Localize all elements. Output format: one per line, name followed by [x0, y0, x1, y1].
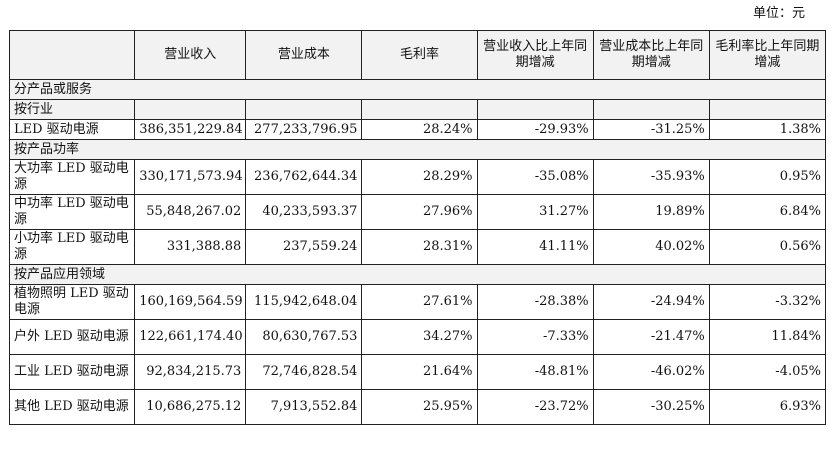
margin-yoy-cell: 0.56% [708, 229, 827, 265]
table-row: 大功率 LED 驱动电源 330,171,573.94 236,762,644.… [8, 159, 827, 195]
row-label: 工业 LED 驱动电源 [8, 354, 136, 390]
section-label: 按产品功率 [9, 139, 826, 160]
revenue-yoy-cell: -7.33% [476, 319, 594, 355]
revenue-yoy-cell: -23.72% [476, 389, 594, 425]
revenue-table: 营业收入 营业成本 毛利率 营业收入比上年同期增减 营业成本比上年同期增减 毛利… [8, 30, 827, 425]
margin-cell: 27.96% [361, 194, 478, 230]
cost-yoy-cell: -21.47% [592, 319, 710, 355]
margin-cell: 27.61% [361, 284, 478, 320]
margin-yoy-cell: 6.93% [708, 389, 827, 425]
margin-cell: 34.27% [361, 319, 478, 355]
section-label: 分产品或服务 [9, 79, 826, 100]
table-row: 中功率 LED 驱动电源 55,848,267.02 40,233,593.37… [8, 194, 827, 230]
margin-cell: 28.31% [361, 229, 478, 265]
margin-cell: 21.64% [361, 354, 478, 390]
cost-cell: 236,762,644.34 [245, 159, 363, 195]
cost-cell: 7,913,552.84 [245, 389, 363, 425]
revenue-cell: 160,169,564.59 [134, 284, 247, 320]
revenue-cell: 55,848,267.02 [134, 194, 247, 230]
cost-cell: 277,233,796.95 [245, 119, 363, 140]
revenue-cell: 122,661,174.40 [134, 319, 247, 355]
cost-yoy-cell: 19.89% [592, 194, 710, 230]
header-gross-margin: 毛利率 [361, 30, 478, 80]
margin-cell: 28.24% [361, 119, 478, 140]
cost-yoy-cell: -46.02% [592, 354, 710, 390]
row-label: 中功率 LED 驱动电源 [8, 194, 136, 230]
cost-yoy-cell: -31.25% [592, 119, 710, 140]
row-label: 小功率 LED 驱动电源 [8, 229, 136, 265]
unit-label: 单位：元 [752, 6, 805, 21]
section-row: 按产品应用领域 [9, 264, 826, 285]
margin-yoy-cell: 11.84% [708, 319, 827, 355]
header-margin-yoy: 毛利率比上年同期增减 [708, 30, 827, 80]
section-label: 按产品应用领域 [9, 264, 826, 285]
revenue-cell: 10,686,275.12 [134, 389, 247, 425]
table-row: 植物照明 LED 驱动电源 160,169,564.59 115,942,648… [8, 284, 827, 320]
header-revenue: 营业收入 [134, 30, 247, 80]
revenue-yoy-cell: -28.38% [476, 284, 594, 320]
table-row: LED 驱动电源 386,351,229.84 277,233,796.95 2… [8, 119, 827, 140]
revenue-yoy-cell: -35.08% [476, 159, 594, 195]
revenue-cell: 331,388.88 [134, 229, 247, 265]
table-row: 小功率 LED 驱动电源 331,388.88 237,559.24 28.31… [8, 229, 827, 265]
cost-yoy-cell: -35.93% [592, 159, 710, 195]
margin-yoy-cell: 0.95% [708, 159, 827, 195]
margin-cell: 28.29% [361, 159, 478, 195]
cost-yoy-cell: -24.94% [592, 284, 710, 320]
cost-cell: 40,233,593.37 [245, 194, 363, 230]
section-row: 按行业 [8, 99, 827, 120]
header-cost-yoy: 营业成本比上年同期增减 [592, 30, 710, 80]
cost-yoy-cell: 40.02% [592, 229, 710, 265]
cost-cell: 115,942,648.04 [245, 284, 363, 320]
row-label: 植物照明 LED 驱动电源 [8, 284, 136, 320]
revenue-yoy-cell: 31.27% [476, 194, 594, 230]
header-cost: 营业成本 [245, 30, 363, 80]
section-label: 按行业 [8, 99, 136, 120]
margin-yoy-cell: 1.38% [708, 119, 827, 140]
header-revenue-yoy: 营业收入比上年同期增减 [476, 30, 594, 80]
revenue-yoy-cell: -48.81% [476, 354, 594, 390]
cost-cell: 72,746,828.54 [245, 354, 363, 390]
cost-cell: 237,559.24 [245, 229, 363, 265]
margin-yoy-cell: -4.05% [708, 354, 827, 390]
margin-yoy-cell: -3.32% [708, 284, 827, 320]
header-empty [8, 30, 136, 80]
revenue-cell: 330,171,573.94 [134, 159, 247, 195]
header-row: 营业收入 营业成本 毛利率 营业收入比上年同期增减 营业成本比上年同期增减 毛利… [8, 30, 827, 80]
revenue-cell: 386,351,229.84 [134, 119, 247, 140]
revenue-yoy-cell: -29.93% [476, 119, 594, 140]
row-label: LED 驱动电源 [8, 119, 136, 140]
revenue-cell: 92,834,215.73 [134, 354, 247, 390]
cost-yoy-cell: -30.25% [592, 389, 710, 425]
section-row: 分产品或服务 [9, 79, 826, 100]
table-row: 工业 LED 驱动电源 92,834,215.73 72,746,828.54 … [8, 354, 827, 390]
revenue-yoy-cell: 41.11% [476, 229, 594, 265]
margin-cell: 25.95% [361, 389, 478, 425]
row-label: 户外 LED 驱动电源 [8, 319, 136, 355]
row-label: 其他 LED 驱动电源 [8, 389, 136, 425]
table-row: 户外 LED 驱动电源 122,661,174.40 80,630,767.53… [8, 319, 827, 355]
row-label: 大功率 LED 驱动电源 [8, 159, 136, 195]
margin-yoy-cell: 6.84% [708, 194, 827, 230]
section-row: 按产品功率 [9, 139, 826, 160]
table-row: 其他 LED 驱动电源 10,686,275.12 7,913,552.84 2… [8, 389, 827, 425]
cost-cell: 80,630,767.53 [245, 319, 363, 355]
